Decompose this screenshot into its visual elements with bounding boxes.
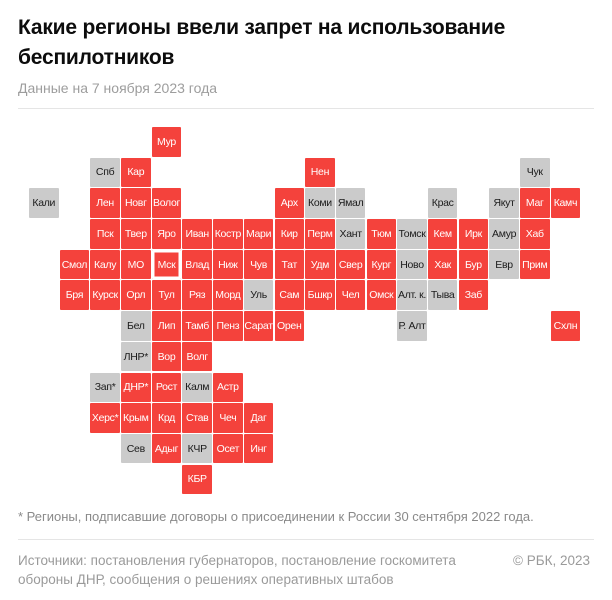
region-tile: Кар	[121, 157, 151, 188]
region-tile: Костр	[213, 219, 243, 249]
region-tile: Амур	[489, 219, 519, 249]
region-tile: Заб	[458, 280, 489, 310]
region-tile: ДНР*	[121, 372, 151, 402]
region-tile: Морд	[213, 280, 243, 310]
region-tile: Свер	[335, 249, 366, 280]
region-tile: ЛНР*	[121, 341, 151, 372]
region-tile: Орен	[274, 311, 304, 341]
region-tile: Тат	[274, 249, 304, 280]
region-tile: Ниж	[213, 249, 243, 280]
region-tile: Калм	[182, 372, 212, 402]
region-tile: Сев	[121, 433, 151, 464]
region-tile: Бел	[121, 311, 151, 341]
region-tile: Арх	[274, 188, 304, 218]
region-tile: Нен	[305, 157, 335, 188]
region-tile: Адыг	[151, 433, 182, 464]
region-tile: Яро	[151, 219, 182, 249]
sources-divider	[18, 539, 594, 540]
region-tile: Хант	[335, 219, 366, 249]
region-tile: Кург	[366, 249, 397, 280]
region-tile: Курск	[90, 280, 120, 310]
region-tile: Маг	[520, 188, 550, 218]
region-tile: Крд	[151, 403, 182, 433]
region-tile: Чел	[335, 280, 366, 310]
region-tile: Мур	[151, 127, 182, 157]
region-tile: Пск	[90, 219, 120, 249]
region-tile: Пенз	[213, 311, 243, 341]
region-tile: Евр	[489, 249, 519, 280]
region-tile: Осет	[213, 433, 243, 464]
region-tile: Тыва	[427, 280, 458, 310]
region-tile: Омск	[366, 280, 397, 310]
region-tile: Волог	[151, 188, 182, 218]
footnote: * Регионы, подписавшие договоры о присое…	[18, 509, 534, 524]
region-tile: Мари	[243, 219, 274, 249]
region-tile: Даг	[243, 403, 274, 433]
region-tile: Схлн	[550, 311, 581, 341]
region-tile: Кем	[427, 219, 458, 249]
region-tile: Новг	[121, 188, 151, 218]
region-tile: Сарат	[243, 311, 274, 341]
copyright: © РБК, 2023	[513, 553, 590, 568]
region-tile: Астр	[213, 372, 243, 402]
region-tile: Херс*	[90, 403, 120, 433]
region-tile: Мск	[151, 249, 182, 280]
region-tile: Калу	[90, 249, 120, 280]
page-subtitle: Данные на 7 ноября 2023 года	[18, 80, 218, 96]
region-tile: Сам	[274, 280, 304, 310]
region-tile: Томск	[397, 219, 427, 249]
region-tile: Вор	[151, 341, 182, 372]
region-tile: КЧР	[182, 433, 212, 464]
region-tile: Кир	[274, 219, 304, 249]
region-tile: Бря	[59, 280, 90, 310]
region-tile: Влад	[182, 249, 212, 280]
region-tile: Зап*	[90, 372, 120, 402]
region-tile: Ирк	[458, 219, 489, 249]
region-tile: Р. Алт	[397, 311, 427, 341]
region-tile: Алт. к.	[397, 280, 427, 310]
region-tile: Якут	[489, 188, 519, 218]
region-tile: Став	[182, 403, 212, 433]
header-divider	[18, 108, 594, 109]
region-tile: Тамб	[182, 311, 212, 341]
region-tile: Чув	[243, 249, 274, 280]
region-tile: Кали	[29, 188, 59, 218]
region-tile: Спб	[90, 157, 120, 188]
region-tile: Камч	[550, 188, 581, 218]
region-tile: Орл	[121, 280, 151, 310]
region-tile: Ряз	[182, 280, 212, 310]
region-tile: Чеч	[213, 403, 243, 433]
region-tile: Хаб	[520, 219, 550, 249]
region-tile: МО	[121, 249, 151, 280]
region-tile: Прим	[520, 249, 550, 280]
sources-text: Источники: постановления губернаторов, п…	[18, 553, 456, 587]
region-tile: Хак	[427, 249, 458, 280]
region-tile: Иван	[182, 219, 212, 249]
region-tile: Ямал	[335, 188, 366, 218]
region-tile: Твер	[121, 219, 151, 249]
region-tile: Бшкр	[305, 280, 335, 310]
region-tile: Чук	[520, 157, 550, 188]
region-tile: Ново	[397, 249, 427, 280]
page-title: Какие регионы ввели запрет на использова…	[18, 16, 506, 69]
region-tile: Тюм	[366, 219, 397, 249]
region-tile: Смол	[59, 249, 90, 280]
region-tile: Рост	[151, 372, 182, 402]
region-tile: Лип	[151, 311, 182, 341]
region-tile: Перм	[305, 219, 335, 249]
region-tile: Крас	[427, 188, 458, 218]
region-tile: Бур	[458, 249, 489, 280]
region-tile: Уль	[243, 280, 274, 310]
region-tile: Инг	[243, 433, 274, 464]
region-tile: Тул	[151, 280, 182, 310]
region-tile: КБР	[182, 464, 212, 495]
region-tile: Крым	[121, 403, 151, 433]
region-tile: Волг	[182, 341, 212, 372]
region-tile: Лен	[90, 188, 120, 218]
region-tile: Удм	[305, 249, 335, 280]
tile-map: Мур Спб Кар Нен Чук Кали Лен Новг Волог Арх Коми Ям…	[29, 127, 581, 495]
region-tile: Коми	[305, 188, 335, 218]
